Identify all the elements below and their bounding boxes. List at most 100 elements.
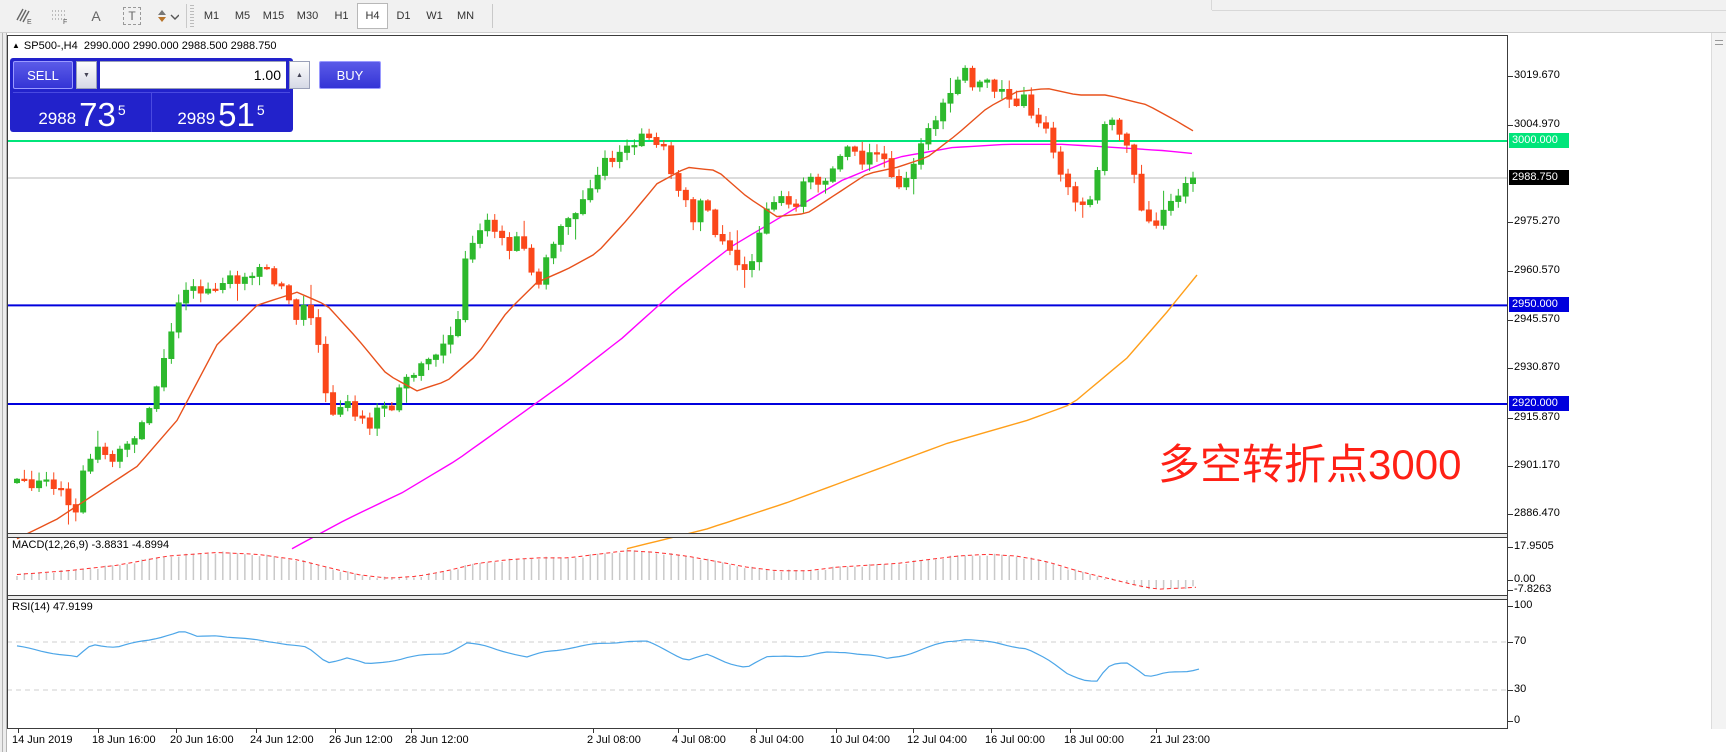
axis-tick [1508,547,1513,548]
svg-text:F: F [63,19,67,25]
time-axis-label: 18 Jul 00:00 [1064,734,1124,746]
collapse-arrow-icon[interactable]: ▲ [12,41,20,50]
time-axis: 14 Jun 2019 18 Jun 16:00 20 Jun 16:00 24 Ju… [7,729,1726,752]
objects-list-icon [158,10,179,22]
macd-axis-label: 0.00 [1514,573,1536,585]
time-axis-tick [991,729,992,733]
expert-advisors-button[interactable]: E [8,3,40,29]
rsi-axis-label: 70 [1514,635,1527,647]
price-tick-label: 2930.870 [1514,361,1560,374]
axis-tick [1508,222,1513,224]
timeframe-button-mn[interactable]: MN [456,10,475,22]
time-axis-label: 8 Jul 04:00 [750,734,804,746]
timeframe-button-w1[interactable]: W1 [426,10,443,22]
time-axis-tick [593,729,594,733]
time-axis-label: 26 Jun 12:00 [329,734,393,746]
price-tick-label: 2901.170 [1514,458,1560,471]
price-tick-label: 2915.870 [1514,410,1560,423]
timeframe-button-m15[interactable]: M15 [262,10,285,22]
price-tick-label: 2945.570 [1514,312,1560,325]
time-axis-label: 2 Jul 08:00 [587,734,641,746]
toolbar-separator [492,4,493,28]
time-axis-tick [678,729,679,733]
timeframe-button-m5[interactable]: M5 [234,10,251,22]
window-scrollbar-strip [1711,33,1726,752]
rsi-axis-label: 100 [1514,599,1533,611]
axis-tick [1508,124,1513,126]
axis-tick [1508,580,1513,581]
price-level-label: 2988.750 [1509,169,1569,185]
buy-button[interactable]: BUY [319,61,381,89]
timeframe-button-d1[interactable]: D1 [396,10,411,22]
rsi-indicator-label: RSI(14) 47.9199 [12,601,93,613]
price-tick-label: 2960.570 [1514,263,1560,276]
axis-tick [1508,270,1513,272]
text-label-button[interactable]: A [80,3,112,29]
timeframe-button-h1[interactable]: H1 [334,10,349,22]
time-axis-tick [176,729,177,733]
price-tick-label: 3019.670 [1514,69,1560,82]
time-axis-label: 28 Jun 12:00 [405,734,469,746]
window-left-edge [0,33,7,752]
svg-text:E: E [27,19,32,25]
time-axis-label: 4 Jul 08:00 [672,734,726,746]
one-click-trading-panel: SELL ▼ ▲ BUY 2988 73 5 2989 51 5 [10,58,381,133]
toolbar: E F A T M1 M5 M15 M30 H1 H4 D1 W1 MN [0,0,1726,33]
chart-text-annotation: 多空转折点3000 [1158,441,1462,488]
time-axis-tick [98,729,99,733]
text-object-button[interactable]: T [116,3,148,29]
axis-tick [1508,690,1513,691]
time-axis-tick [913,729,914,733]
axis-tick [1508,465,1513,467]
time-axis-tick [256,729,257,733]
time-axis-tick [335,729,336,733]
chart-plot-area[interactable] [7,35,1508,729]
axis-tick [1508,590,1513,591]
macd-indicator-label: MACD(12,26,9) -3.8831 -4.8994 [12,539,170,551]
timeframe-button-m1[interactable]: M1 [203,10,220,22]
sell-button[interactable]: SELL [13,61,73,89]
time-axis-label: 24 Jun 12:00 [250,734,314,746]
time-axis-tick [18,729,19,733]
sell-price-display[interactable]: 2988 73 5 [38,96,126,133]
time-axis-label: 20 Jun 16:00 [170,734,234,746]
objects-list-button[interactable] [152,3,184,29]
time-axis-label: 18 Jun 16:00 [92,734,156,746]
time-axis-tick [411,729,412,733]
price-tick-label: 2886.470 [1514,507,1560,520]
time-axis-tick [1156,729,1157,733]
time-axis-label: 14 Jun 2019 [12,734,73,746]
axis-tick [1508,514,1513,516]
axis-tick [1508,319,1513,321]
axis-tick [1508,721,1513,722]
buy-price-display[interactable]: 2989 51 5 [151,93,290,132]
toolbar-separator [186,4,187,28]
axis-tick [1508,417,1513,419]
volume-decrease-button[interactable]: ▼ [76,61,97,89]
time-axis-tick [756,729,757,733]
macd-axis-label: -7.8263 [1514,583,1552,595]
volume-increase-button[interactable]: ▲ [289,61,310,89]
time-axis-label: 10 Jul 04:00 [830,734,890,746]
time-axis-label: 12 Jul 04:00 [907,734,967,746]
price-level-label: 3000.000 [1509,133,1569,148]
timeframe-button-h4[interactable]: H4 [357,3,388,29]
grid-button[interactable]: F [44,3,76,29]
chart-title: ▲ SP500-,H4 2990.000 2990.000 2988.500 29… [12,40,277,52]
time-axis-label: 21 Jul 23:00 [1150,734,1210,746]
text-object-icon: T [123,7,141,25]
expert-advisors-icon: E [16,8,32,25]
price-tick-label: 3004.970 [1514,117,1560,130]
axis-tick [1508,76,1513,78]
axis-tick [1508,642,1513,643]
timeframe-button-m30[interactable]: M30 [296,10,319,22]
time-axis-label: 16 Jul 00:00 [985,734,1045,746]
toolbar-divider [1211,0,1212,10]
time-axis-tick [836,729,837,733]
toolbar-drag-handle[interactable] [190,5,194,27]
price-level-label: 2920.000 [1509,396,1569,411]
grid-icon: F [52,10,67,25]
macd-axis-label: 17.9505 [1514,540,1554,552]
volume-input[interactable] [100,61,286,89]
